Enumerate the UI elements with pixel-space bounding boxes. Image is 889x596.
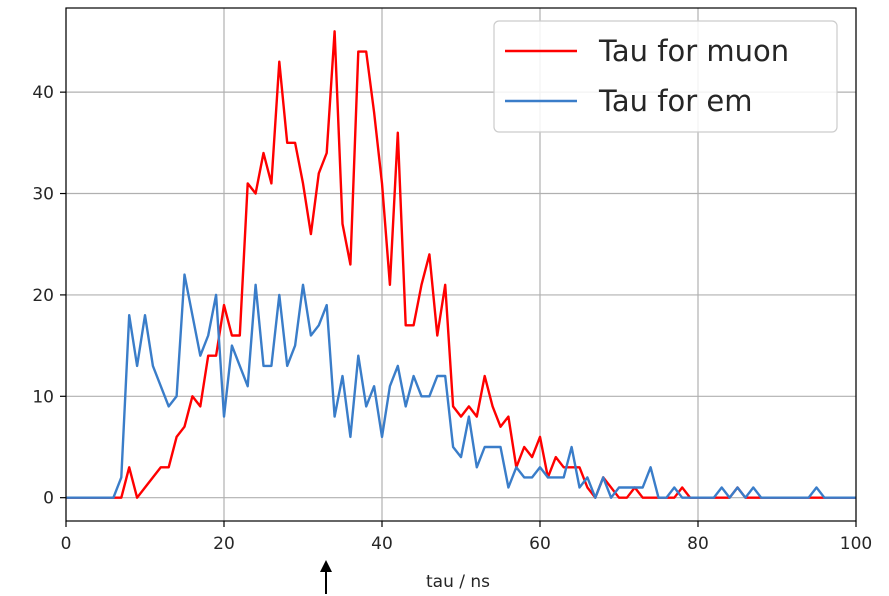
legend-label-1: Tau for muon	[598, 34, 789, 68]
y-tick-label: 0	[43, 489, 54, 509]
y-tick-label: 20	[32, 286, 54, 306]
cursor-arrow	[320, 560, 332, 594]
x-tick-label: 40	[371, 534, 393, 554]
legend-label-2: Tau for em	[598, 84, 752, 118]
y-tick-label: 30	[32, 185, 54, 205]
x-tick-label: 100	[840, 534, 872, 554]
plot-frame	[65, 7, 857, 522]
x-tick-label: 20	[213, 534, 235, 554]
x-axis-label: tau / ns	[426, 572, 490, 592]
series-line-2	[66, 273, 856, 499]
axis-ticks: 0 20 40 60 80 100 0 10 20 30 40	[32, 83, 872, 554]
x-tick-label: 0	[61, 534, 72, 554]
series-line-1	[66, 30, 856, 499]
y-tick-label: 10	[32, 387, 54, 407]
legend-box	[493, 20, 838, 133]
series-group	[66, 30, 856, 499]
x-tick-label: 60	[529, 534, 551, 554]
x-tick-label: 80	[687, 534, 709, 554]
y-tick-label: 40	[32, 83, 54, 103]
legend: Tau for muon Tau for em	[493, 20, 838, 133]
